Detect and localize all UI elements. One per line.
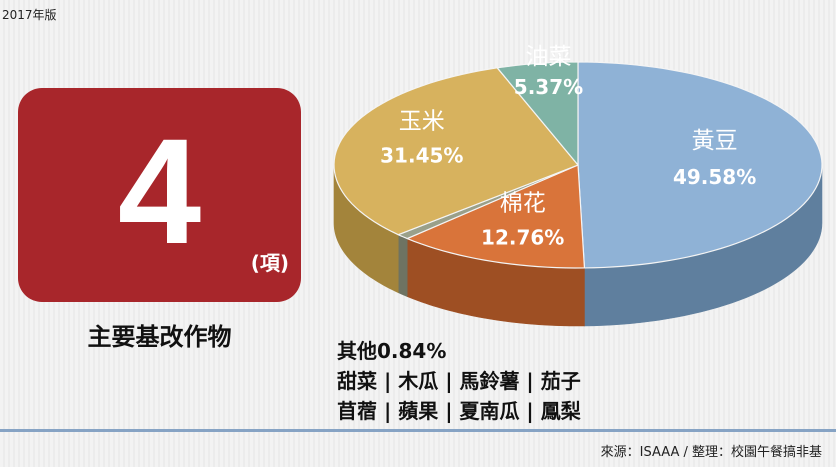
- pie-slice-corn: [333, 67, 579, 236]
- crop-count-number: 4: [117, 107, 202, 275]
- pie-value-slice-cotton: 12.76%: [481, 225, 564, 249]
- others-note-percent: 其他0.84%: [337, 339, 447, 363]
- edition-label: 2017年版: [2, 8, 57, 22]
- crop-count-box: 4 (項): [18, 88, 301, 302]
- pie-side-slice-other: [397, 234, 408, 297]
- source-note: 來源：ISAAA / 整理：校園午餐搞非基: [600, 445, 822, 460]
- pie-value-slice-canola: 5.37%: [514, 75, 583, 99]
- crop-count-caption: 主要基改作物: [87, 323, 232, 351]
- others-note-crops-row2: 苜蓿 | 蘋果 | 夏南瓜 | 鳳梨: [337, 399, 581, 423]
- pie-slice-soybean: [577, 61, 823, 269]
- pie-label-slice-corn: 玉米: [399, 109, 445, 135]
- pie-label-slice-canola: 油菜: [526, 44, 572, 70]
- footer-divider: [0, 429, 836, 432]
- others-note-crops-row1: 甜菜 | 木瓜 | 馬鈴薯 | 茄子: [337, 369, 581, 393]
- pie-value-slice-corn: 31.45%: [380, 144, 463, 168]
- pie-slice-canola: [496, 61, 579, 166]
- pie-label-slice-cotton: 棉花: [500, 190, 546, 216]
- pie-value-slice-soybean: 49.58%: [673, 165, 756, 189]
- others-note: 其他0.84% 甜菜 | 木瓜 | 馬鈴薯 | 茄子 苜蓿 | 蘋果 | 夏南瓜…: [337, 336, 581, 426]
- pie-label-slice-soybean: 黃豆: [692, 128, 738, 154]
- crop-count-unit: (項): [250, 251, 289, 275]
- pie-slice-cotton: [406, 164, 586, 269]
